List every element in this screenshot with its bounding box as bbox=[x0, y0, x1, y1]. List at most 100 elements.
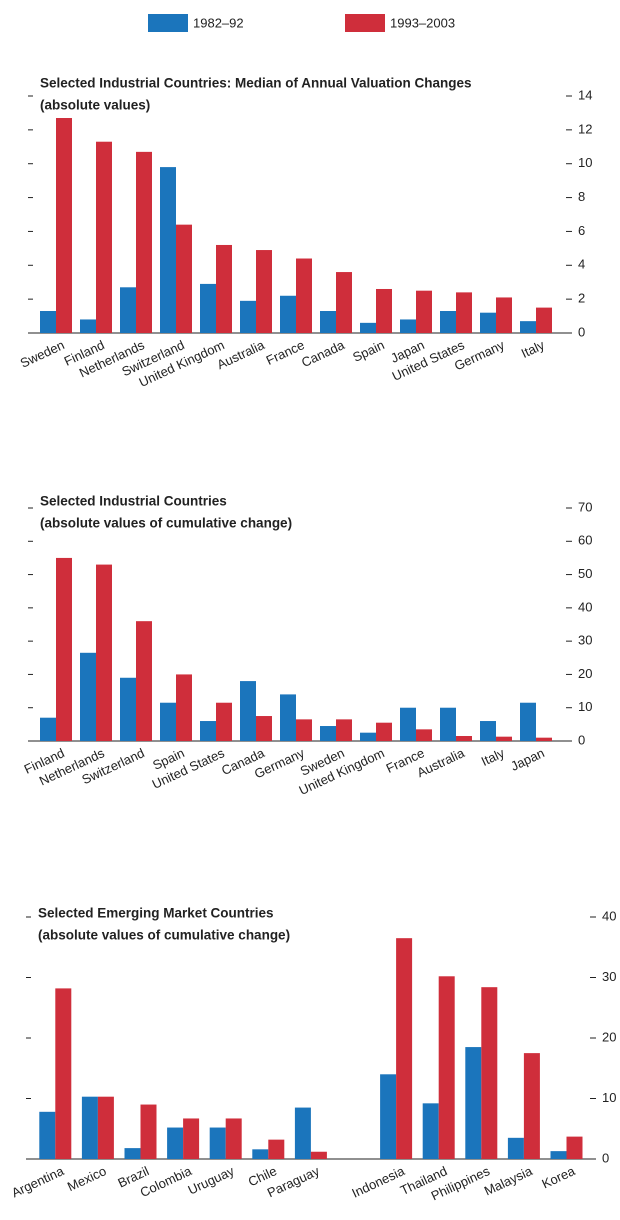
bar bbox=[380, 1074, 397, 1159]
bar bbox=[360, 732, 376, 741]
bar bbox=[536, 737, 552, 741]
bar bbox=[39, 1111, 56, 1159]
x-tick-label: Indonesia bbox=[349, 1163, 407, 1201]
x-tick-label: Sweden bbox=[18, 337, 67, 370]
bar bbox=[396, 938, 413, 1159]
legend-label: 1993–2003 bbox=[390, 15, 455, 30]
bar bbox=[252, 1149, 269, 1159]
bar bbox=[240, 300, 256, 333]
bar bbox=[294, 1107, 311, 1159]
x-tick-label: Japan bbox=[508, 745, 546, 774]
y-tick-label: 8 bbox=[578, 189, 585, 204]
bar bbox=[160, 702, 176, 741]
y-tick-label: 40 bbox=[578, 599, 592, 614]
bar bbox=[280, 694, 296, 741]
bar bbox=[416, 729, 432, 741]
y-tick-label: 30 bbox=[602, 969, 616, 984]
y-tick-label: 6 bbox=[578, 223, 585, 238]
y-tick-label: 10 bbox=[578, 155, 592, 170]
bar bbox=[438, 976, 455, 1159]
bar bbox=[310, 1151, 327, 1159]
x-tick-label: Canada bbox=[299, 337, 347, 370]
bar bbox=[240, 681, 256, 741]
bar bbox=[81, 1096, 98, 1159]
bar bbox=[456, 736, 472, 741]
bar bbox=[176, 224, 192, 333]
y-tick-label: 60 bbox=[578, 533, 592, 548]
bar bbox=[336, 272, 352, 333]
bar bbox=[136, 151, 152, 333]
x-tick-label: Argentina bbox=[9, 1163, 66, 1200]
bar bbox=[120, 287, 136, 333]
bar bbox=[209, 1127, 226, 1159]
legend-swatch bbox=[148, 14, 188, 32]
bar bbox=[550, 1151, 567, 1159]
bar bbox=[216, 702, 232, 741]
bar bbox=[296, 258, 312, 333]
bar bbox=[80, 652, 96, 741]
bar bbox=[56, 557, 72, 741]
bar bbox=[320, 310, 336, 333]
bar bbox=[225, 1118, 242, 1159]
bar bbox=[167, 1127, 184, 1159]
y-tick-label: 40 bbox=[602, 908, 616, 923]
x-tick-label: Uruguay bbox=[186, 1163, 237, 1198]
bar bbox=[520, 702, 536, 741]
bar bbox=[336, 719, 352, 741]
bar bbox=[481, 987, 498, 1159]
bar bbox=[440, 310, 456, 333]
bar bbox=[422, 1103, 439, 1159]
y-tick-label: 10 bbox=[602, 1090, 616, 1105]
bar bbox=[40, 717, 56, 741]
bar bbox=[256, 250, 272, 333]
bar bbox=[40, 310, 56, 333]
y-tick-label: 10 bbox=[578, 699, 592, 714]
y-tick-label: 2 bbox=[578, 291, 585, 306]
bar bbox=[120, 677, 136, 741]
bar bbox=[496, 736, 512, 741]
bar bbox=[136, 621, 152, 741]
chart-subtitle: (absolute values) bbox=[40, 98, 150, 113]
bar bbox=[465, 1047, 482, 1159]
chart-subtitle: (absolute values of cumulative change) bbox=[40, 516, 292, 531]
bar bbox=[96, 564, 112, 741]
x-tick-label: Italy bbox=[479, 745, 507, 769]
bar bbox=[523, 1053, 540, 1159]
bar bbox=[536, 307, 552, 333]
bar bbox=[80, 319, 96, 333]
bar bbox=[256, 716, 272, 741]
y-tick-label: 0 bbox=[578, 732, 585, 747]
x-tick-label: Italy bbox=[519, 337, 547, 361]
bar bbox=[56, 118, 72, 333]
x-tick-label: Spain bbox=[350, 337, 386, 365]
bar bbox=[376, 722, 392, 741]
bar bbox=[55, 988, 72, 1159]
y-tick-label: 4 bbox=[578, 257, 585, 272]
legend-label: 1982–92 bbox=[193, 15, 244, 30]
bar bbox=[360, 322, 376, 333]
y-tick-label: 20 bbox=[602, 1029, 616, 1044]
bar bbox=[96, 141, 112, 333]
bar bbox=[183, 1118, 200, 1159]
y-tick-label: 0 bbox=[578, 324, 585, 339]
bar bbox=[160, 167, 176, 333]
chart-title: Selected Industrial Countries: Median of… bbox=[40, 76, 472, 91]
bar bbox=[480, 312, 496, 333]
y-tick-label: 70 bbox=[578, 499, 592, 514]
bar bbox=[566, 1136, 583, 1159]
bar bbox=[496, 297, 512, 333]
y-tick-label: 14 bbox=[578, 87, 592, 102]
chart-title: Selected Emerging Market Countries bbox=[38, 906, 274, 921]
y-tick-label: 30 bbox=[578, 633, 592, 648]
bar bbox=[216, 244, 232, 333]
x-tick-label: Malaysia bbox=[482, 1163, 536, 1199]
x-tick-label: Korea bbox=[539, 1163, 577, 1192]
legend-swatch bbox=[345, 14, 385, 32]
bar bbox=[140, 1104, 157, 1159]
bar bbox=[440, 707, 456, 741]
bar bbox=[456, 292, 472, 333]
bar bbox=[480, 721, 496, 741]
y-tick-label: 50 bbox=[578, 566, 592, 581]
chart-title: Selected Industrial Countries bbox=[40, 494, 227, 509]
